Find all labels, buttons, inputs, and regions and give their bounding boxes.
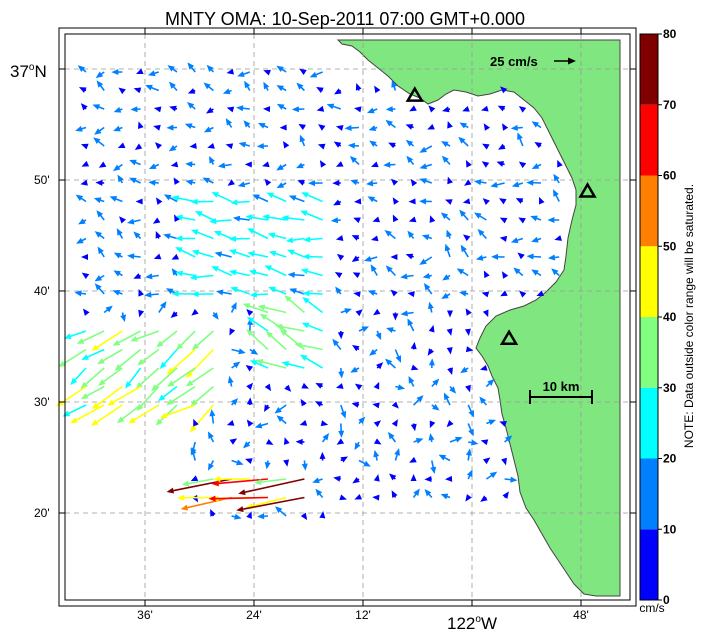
lat-tick-label: 20'	[34, 506, 50, 520]
colorbar-unit: cm/s	[639, 601, 664, 615]
colorbar-tick-label: 50	[663, 239, 677, 253]
colorbar-segment	[640, 105, 658, 176]
colorbar-segment	[640, 176, 658, 247]
colorbar-tick-label: 80	[663, 27, 677, 41]
lon-tick-label: 36'	[137, 608, 153, 622]
map-title: MNTY OMA: 10-Sep-2011 07:00 GMT+0.000	[165, 9, 525, 29]
lat-tick-label: 37oN	[10, 62, 47, 81]
lon-tick-label: 48'	[573, 608, 589, 622]
colorbar-segment	[640, 317, 658, 388]
colorbar-tick-label: 60	[663, 169, 677, 183]
lon-tick-label: 12'	[355, 608, 371, 622]
colorbar-tick-label: 20	[663, 452, 677, 466]
colorbar-note: NOTE: Data outside color range will be s…	[682, 184, 696, 448]
lon-tick-label: 24'	[246, 608, 262, 622]
colorbar-segment	[640, 529, 658, 600]
colorbar-segment	[640, 34, 658, 105]
scale-arrow-label: 25 cm/s	[490, 54, 538, 69]
colorbar-segment	[640, 459, 658, 530]
lat-tick-label: 40'	[34, 284, 50, 298]
colorbar-segment	[640, 388, 658, 459]
lat-tick-label: 50'	[34, 173, 50, 187]
scale-bar-label: 10 km	[543, 379, 580, 394]
colorbar-tick-label: 40	[663, 310, 677, 324]
colorbar-segment	[640, 246, 658, 317]
lat-tick-label: 30'	[34, 395, 50, 409]
lon-tick-label: 122oW	[447, 614, 497, 633]
colorbar-tick-label: 30	[663, 381, 677, 395]
colorbar-tick-label: 10	[663, 522, 677, 536]
colorbar-tick-label: 70	[663, 98, 677, 112]
